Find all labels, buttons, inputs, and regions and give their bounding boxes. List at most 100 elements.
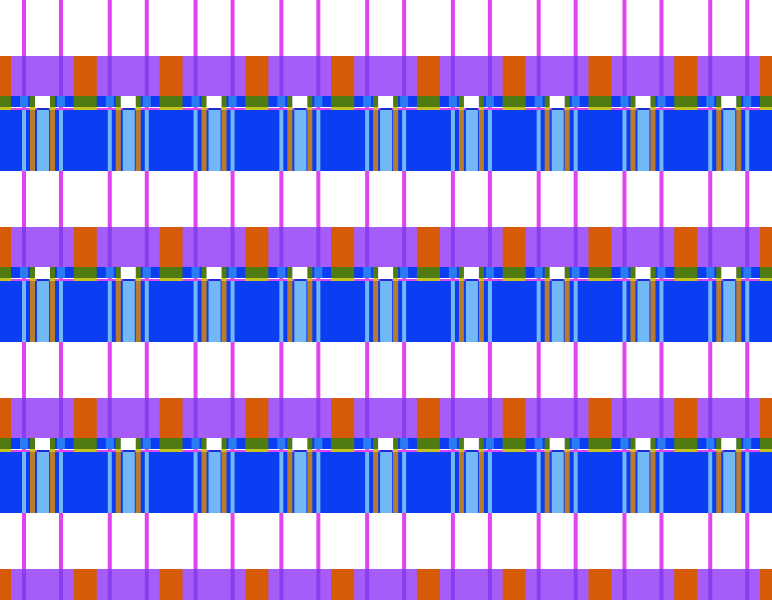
light-blue-column bbox=[365, 110, 370, 171]
square bbox=[57, 438, 65, 449]
dark-blue-cap bbox=[37, 450, 49, 452]
yellow-rule bbox=[50, 449, 55, 452]
square bbox=[105, 96, 114, 107]
dark-blue-cap bbox=[551, 279, 564, 281]
brown-column bbox=[50, 281, 55, 342]
square bbox=[314, 438, 323, 449]
yellow-rule bbox=[458, 107, 464, 110]
orange-block bbox=[331, 569, 355, 600]
green-block bbox=[159, 267, 183, 278]
line-segment bbox=[279, 227, 284, 267]
yellow-rule bbox=[287, 107, 293, 110]
yellow-rule bbox=[416, 278, 440, 281]
light-blue-column bbox=[365, 281, 370, 342]
yellow-rule bbox=[736, 278, 742, 281]
line-segment bbox=[622, 227, 627, 267]
line-segment bbox=[402, 569, 407, 600]
brown-column bbox=[50, 110, 55, 171]
light-blue-column bbox=[59, 110, 63, 171]
green-block bbox=[716, 438, 722, 449]
orange-block bbox=[73, 569, 97, 600]
green-block bbox=[245, 438, 269, 449]
light-blue-column bbox=[316, 281, 321, 342]
green-block bbox=[287, 96, 293, 107]
brown-column bbox=[458, 281, 464, 342]
square bbox=[57, 96, 65, 107]
line-segment bbox=[708, 398, 713, 438]
brown-column bbox=[630, 452, 636, 513]
light-blue-column bbox=[551, 281, 564, 342]
line-segment bbox=[144, 569, 149, 600]
dark-blue-cap bbox=[637, 279, 650, 281]
line-segment bbox=[144, 398, 149, 438]
light-blue-column bbox=[536, 281, 541, 342]
line-segment bbox=[365, 56, 370, 96]
yellow-rule bbox=[502, 278, 526, 281]
light-blue-column bbox=[637, 452, 650, 513]
brown-column bbox=[393, 452, 399, 513]
yellow-rule bbox=[544, 278, 550, 281]
line-segment bbox=[230, 56, 235, 96]
light-blue-column bbox=[402, 110, 407, 171]
orange-block bbox=[0, 398, 11, 438]
square bbox=[142, 438, 151, 449]
green-block bbox=[307, 96, 313, 107]
line-segment bbox=[22, 56, 26, 96]
square bbox=[57, 267, 65, 278]
orange-block bbox=[674, 56, 698, 96]
square bbox=[363, 96, 372, 107]
light-blue-column bbox=[487, 452, 492, 513]
line-segment bbox=[316, 398, 321, 438]
yellow-rule bbox=[373, 107, 379, 110]
green-block bbox=[736, 267, 742, 278]
green-block bbox=[245, 96, 269, 107]
yellow-rule bbox=[416, 107, 440, 110]
green-block bbox=[416, 96, 440, 107]
yellow-rule bbox=[588, 449, 612, 452]
brown-column bbox=[373, 281, 379, 342]
white-window bbox=[549, 96, 565, 107]
brown-column bbox=[650, 110, 656, 171]
yellow-rule bbox=[221, 107, 227, 110]
square bbox=[191, 438, 200, 449]
square bbox=[314, 267, 323, 278]
yellow-rule bbox=[0, 449, 11, 452]
line-segment bbox=[536, 569, 541, 600]
orange-block bbox=[245, 56, 269, 96]
line-segment bbox=[193, 227, 198, 267]
brown-column bbox=[544, 110, 550, 171]
green-block bbox=[674, 438, 698, 449]
line-segment bbox=[450, 56, 455, 96]
square bbox=[20, 267, 28, 278]
square bbox=[20, 438, 28, 449]
square bbox=[363, 438, 372, 449]
brown-column bbox=[287, 110, 293, 171]
square bbox=[400, 96, 409, 107]
light-blue-column bbox=[144, 281, 149, 342]
brown-column bbox=[650, 452, 656, 513]
orange-block bbox=[331, 398, 355, 438]
yellow-rule bbox=[201, 278, 207, 281]
white-window bbox=[463, 96, 479, 107]
light-blue-column bbox=[380, 452, 393, 513]
line-segment bbox=[745, 398, 750, 438]
yellow-rule bbox=[674, 278, 698, 281]
green-block bbox=[307, 438, 313, 449]
purple-band bbox=[0, 398, 772, 438]
line-segment bbox=[708, 569, 713, 600]
green-block bbox=[159, 438, 183, 449]
yellow-rule bbox=[50, 107, 55, 110]
light-blue-column bbox=[316, 452, 321, 513]
green-block bbox=[736, 438, 742, 449]
light-blue-column bbox=[193, 110, 198, 171]
orange-block bbox=[416, 398, 440, 438]
green-block bbox=[650, 438, 656, 449]
orange-block bbox=[502, 398, 526, 438]
square bbox=[20, 96, 28, 107]
dark-blue-cap bbox=[208, 279, 221, 281]
light-blue-column bbox=[22, 110, 26, 171]
brown-column bbox=[287, 281, 293, 342]
brown-column bbox=[135, 281, 141, 342]
yellow-rule bbox=[221, 278, 227, 281]
light-blue-column bbox=[450, 110, 455, 171]
